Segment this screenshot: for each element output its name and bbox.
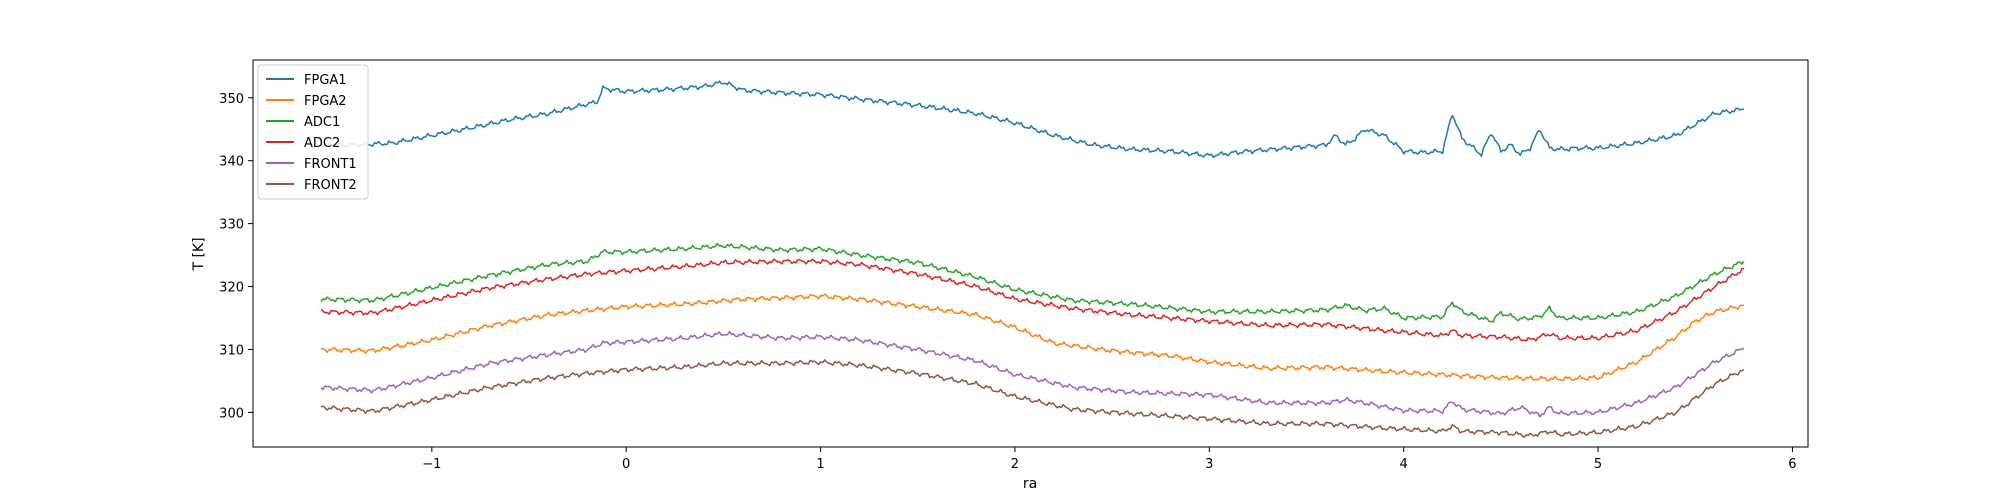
series-line-adc2 xyxy=(320,258,1745,342)
y-tick-label: 340 xyxy=(219,155,244,170)
y-tick-label: 320 xyxy=(219,281,244,296)
x-tick-label: 4 xyxy=(1400,457,1408,472)
x-tick-label: 1 xyxy=(816,457,824,472)
series-line-front2 xyxy=(320,359,1745,438)
series-line-adc1 xyxy=(320,242,1745,323)
y-tick-label: 300 xyxy=(219,406,244,421)
x-tick-label: 2 xyxy=(1011,457,1019,472)
plot-frame xyxy=(252,59,1809,448)
legend: FPGA1 FPGA2 ADC1 ADC2 FRONT1 FRONT2 xyxy=(257,64,369,200)
legend-label: FRONT1 xyxy=(304,157,357,172)
series-line-fpga2 xyxy=(320,293,1744,382)
x-axis: −1 0 1 2 3 4 5 6 xyxy=(422,447,1797,472)
legend-label: FPGA1 xyxy=(304,73,347,88)
x-tick-label: 6 xyxy=(1788,457,1796,472)
y-tick-label: 330 xyxy=(219,218,244,233)
legend-box xyxy=(257,64,369,200)
x-tick-label: 3 xyxy=(1205,457,1213,472)
y-tick-label: 350 xyxy=(219,92,244,107)
legend-label: ADC1 xyxy=(304,115,340,130)
series-layer xyxy=(320,80,1745,438)
y-tick-label: 310 xyxy=(219,343,244,358)
y-axis: 300 310 320 330 340 350 xyxy=(219,92,253,421)
x-tick-label: 5 xyxy=(1594,457,1602,472)
legend-label: FPGA2 xyxy=(304,94,347,109)
x-tick-label: −1 xyxy=(422,457,441,472)
x-tick-label: 0 xyxy=(622,457,630,472)
legend-label: FRONT2 xyxy=(304,178,357,193)
x-axis-label: ra xyxy=(1023,476,1037,492)
legend-label: ADC2 xyxy=(304,136,340,151)
y-axis-label: T [K] xyxy=(191,237,207,271)
series-line-fpga1 xyxy=(320,80,1744,159)
series-line-front1 xyxy=(320,330,1745,418)
